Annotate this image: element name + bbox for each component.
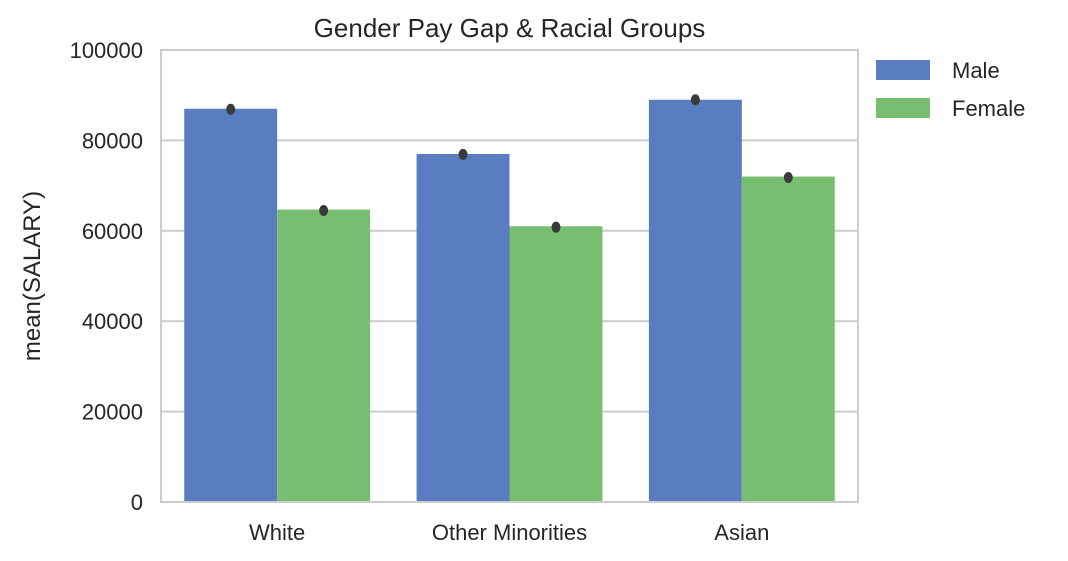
y-tick-labels: 0 20000 40000 60000 80000 100000 (70, 38, 143, 515)
legend-swatch-female (876, 98, 930, 118)
legend-label-male: Male (952, 58, 1000, 83)
error-marker (226, 103, 236, 115)
x-tick-label: Asian (714, 520, 769, 545)
error-marker (551, 221, 561, 233)
x-tick-labels: White Other Minorities Asian (249, 520, 769, 545)
y-tick-label: 60000 (82, 219, 143, 244)
error-marker (458, 148, 468, 160)
bar-female-0 (277, 209, 371, 502)
y-tick-label: 40000 (82, 309, 143, 334)
y-tick-label: 20000 (82, 400, 143, 425)
y-tick-label: 100000 (70, 38, 143, 63)
bar-male-0 (184, 108, 278, 502)
plot-frame (160, 49, 859, 503)
x-tick-label: Other Minorities (432, 520, 587, 545)
bar-female-2 (741, 176, 835, 502)
y-tick-label: 80000 (82, 128, 143, 153)
error-marker (319, 204, 329, 216)
bars-layer (184, 99, 835, 502)
x-tick-label: White (249, 520, 305, 545)
y-axis-label: mean(SALARY) (19, 191, 46, 361)
legend-label-female: Female (952, 96, 1025, 121)
error-marker (690, 94, 700, 106)
bar-female-1 (509, 226, 603, 502)
y-tick-label: 0 (131, 490, 143, 515)
legend-swatch-male (876, 60, 930, 80)
error-markers-layer (226, 94, 793, 233)
bar-male-2 (648, 99, 742, 502)
chart-title: Gender Pay Gap & Racial Groups (314, 13, 706, 43)
error-marker (783, 171, 793, 183)
legend[interactable]: Male Female (876, 58, 1025, 121)
bar-male-1 (416, 153, 510, 502)
